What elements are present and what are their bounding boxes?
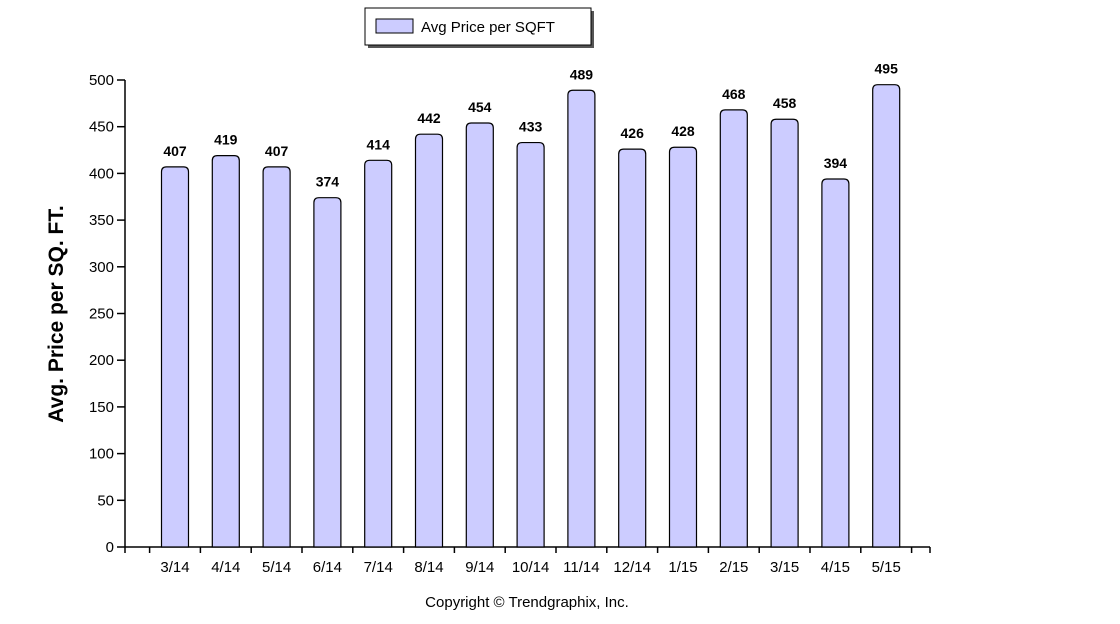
y-tick-label: 0 <box>106 539 114 556</box>
x-tick-label: 10/14 <box>512 559 550 576</box>
x-tick-label: 5/14 <box>262 559 291 576</box>
y-tick-label: 450 <box>89 119 114 136</box>
data-label: 442 <box>417 110 441 126</box>
x-tick-label: 3/14 <box>160 559 189 576</box>
legend-label: Avg Price per SQFT <box>421 19 555 36</box>
y-tick-label: 500 <box>89 72 114 89</box>
bar <box>567 89 596 548</box>
data-label: 458 <box>773 95 797 111</box>
bar <box>414 133 444 548</box>
data-label: 426 <box>621 125 645 141</box>
data-label: 394 <box>824 155 848 171</box>
x-tick-label: 5/15 <box>872 559 901 576</box>
bar <box>516 141 545 548</box>
x-tick-label: 4/15 <box>821 559 850 576</box>
x-tick-label: 6/14 <box>313 559 342 576</box>
x-tick-label: 1/15 <box>668 559 697 576</box>
y-tick-label: 250 <box>89 306 114 323</box>
data-label: 495 <box>875 61 899 77</box>
y-tick-label: 300 <box>89 259 114 276</box>
bar <box>821 178 850 548</box>
x-tick-label: 11/14 <box>563 559 599 576</box>
y-tick-label: 100 <box>89 446 114 463</box>
data-label: 374 <box>316 174 340 190</box>
data-label: 407 <box>163 143 187 159</box>
x-tick-label: 12/14 <box>613 559 651 576</box>
data-label: 489 <box>570 66 594 82</box>
bar <box>262 166 291 548</box>
bar <box>313 197 342 548</box>
data-label: 428 <box>671 123 695 139</box>
y-axis: 0 50 100 150 200 250 300 350 400 450 500 <box>89 72 126 556</box>
y-tick-label: 50 <box>97 492 114 509</box>
y-tick-label: 400 <box>89 165 114 182</box>
bar <box>719 109 748 548</box>
data-label: 407 <box>265 143 289 159</box>
bar <box>160 166 190 548</box>
bar <box>770 118 799 548</box>
x-tick-label: 2/15 <box>719 559 748 576</box>
legend: Avg Price per SQFT <box>364 7 594 48</box>
x-tick-label: 7/14 <box>364 559 393 576</box>
x-tick-label: 9/14 <box>465 559 494 576</box>
x-tick-label: 3/15 <box>770 559 799 576</box>
bar <box>465 122 494 548</box>
y-axis-title: Avg. Price per SQ. FT. <box>45 205 68 422</box>
legend-swatch <box>375 18 414 34</box>
bar <box>364 159 393 548</box>
bar <box>872 84 901 548</box>
bar <box>618 148 647 548</box>
data-label: 454 <box>468 99 492 115</box>
data-label: 419 <box>214 132 238 148</box>
data-label: 468 <box>722 86 746 102</box>
y-tick-label: 200 <box>89 352 114 369</box>
bar-series <box>160 84 901 548</box>
bar <box>668 146 698 548</box>
data-label: 433 <box>519 119 543 135</box>
data-label: 414 <box>367 136 391 152</box>
x-tick-label: 4/14 <box>211 559 240 576</box>
bar <box>211 155 240 548</box>
copyright-text: Copyright © Trendgraphix, Inc. <box>425 594 629 611</box>
data-labels: 407 419 407 374 414 442 454 433 489 426 428 468 458 3… <box>163 61 898 190</box>
x-tick-label: 8/14 <box>414 559 443 576</box>
y-tick-label: 150 <box>89 399 114 416</box>
y-tick-label: 350 <box>89 212 114 229</box>
x-axis: 3/14 4/14 5/14 6/14 7/14 8/14 9/14 10/14 11/14 12… <box>124 546 931 576</box>
